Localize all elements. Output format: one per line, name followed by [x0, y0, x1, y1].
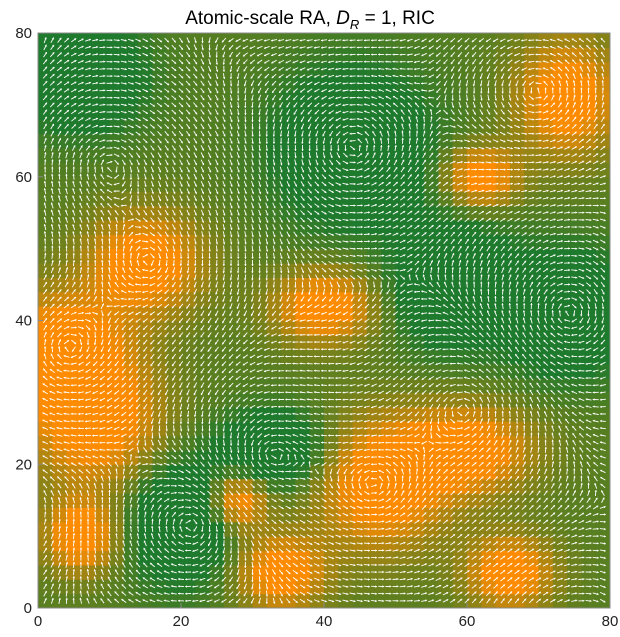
title-subscript: R: [350, 17, 359, 32]
title-rest: = 1, RIC: [359, 8, 435, 29]
chart-title: Atomic-scale RA, DR = 1, RIC: [185, 8, 435, 32]
title-symbol: D: [336, 8, 350, 29]
title-main: Atomic-scale RA,: [185, 8, 336, 29]
